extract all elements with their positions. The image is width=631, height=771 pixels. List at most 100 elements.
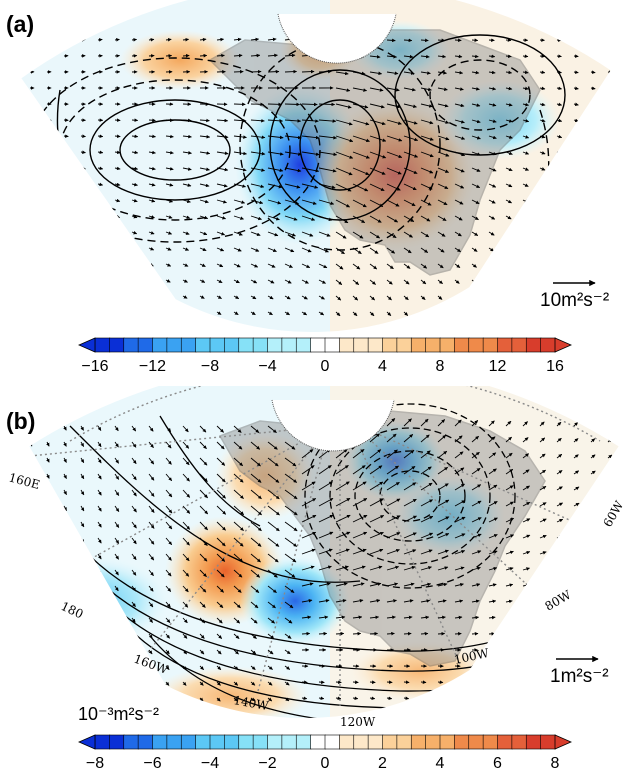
flux-vector <box>573 454 579 459</box>
flux-vector <box>454 215 463 221</box>
flux-vector <box>539 263 544 268</box>
flux-vector <box>403 615 413 620</box>
flux-vector <box>352 119 370 126</box>
flux-vector <box>369 582 382 587</box>
flux-vector <box>199 601 206 608</box>
flux-vector <box>539 215 545 219</box>
flux-vector <box>250 537 262 547</box>
flux-vector <box>216 151 229 156</box>
flux-vector <box>488 452 497 459</box>
flux-vector <box>335 103 352 109</box>
flux-vector <box>522 534 531 539</box>
flux-vector <box>199 569 207 578</box>
lon-label-80w: 80W <box>543 587 574 613</box>
flux-vector <box>250 263 259 268</box>
flux-vector <box>301 135 320 140</box>
flux-vector <box>182 681 187 686</box>
flux-vector <box>46 553 50 559</box>
flux-vector <box>267 53 278 58</box>
colorbar-segment <box>511 337 528 353</box>
flux-vector <box>233 247 242 252</box>
flux-vector <box>607 230 612 235</box>
flux-vector <box>267 505 280 516</box>
flux-vector <box>607 599 613 604</box>
flux-vector <box>114 585 119 592</box>
flux-vector <box>556 215 562 219</box>
flux-vector <box>369 433 380 443</box>
flux-vector <box>131 230 138 235</box>
flux-vector <box>267 457 279 467</box>
flux-vector <box>403 696 410 700</box>
flux-vector <box>352 465 366 475</box>
flux-vector <box>437 38 446 43</box>
flux-vector <box>607 486 613 491</box>
flux-vector <box>403 631 412 636</box>
flux-vector <box>335 481 350 491</box>
flux-vector <box>250 183 265 189</box>
flux-vector <box>522 501 531 507</box>
flux-vector <box>454 135 466 140</box>
colorbar-segment <box>152 734 168 750</box>
flux-vector <box>471 451 480 459</box>
flux-vector <box>318 548 333 555</box>
flux-vector <box>301 231 314 237</box>
flux-vector <box>148 311 153 315</box>
flux-vector <box>403 38 413 43</box>
flux-vector <box>97 230 103 235</box>
flux-vector <box>403 263 411 269</box>
flux-vector <box>471 583 481 587</box>
colorbar-segment <box>310 337 326 353</box>
flux-vector <box>573 150 579 155</box>
flux-vector <box>437 533 450 539</box>
flux-vector <box>352 71 366 76</box>
flux-vector <box>284 441 296 450</box>
flux-vector <box>250 135 266 140</box>
flux-vector <box>471 420 479 427</box>
flux-vector <box>454 566 465 571</box>
flux-vector <box>97 537 102 544</box>
flux-vector <box>505 263 511 268</box>
flux-vector <box>437 516 450 523</box>
flux-vector <box>335 183 352 192</box>
flux-vector <box>420 87 432 92</box>
flux-vector <box>369 247 379 254</box>
flux-vector <box>386 599 397 603</box>
flux-vector <box>369 498 384 507</box>
colorbar: −8 −6 −4 −2 0 2 4 6 8 <box>78 734 572 771</box>
flux-vector <box>590 70 596 74</box>
flux-vector <box>182 521 191 530</box>
colorbar-segment <box>497 734 513 750</box>
colorbar-segment <box>382 734 398 750</box>
flux-vector <box>386 247 396 254</box>
flux-vector <box>369 71 383 76</box>
flux-vector <box>505 183 513 188</box>
land-mask <box>208 29 541 276</box>
flux-vector <box>437 263 444 269</box>
flux-vector <box>505 696 511 700</box>
flux-vector <box>420 418 429 427</box>
flux-vector <box>63 182 69 187</box>
flux-vector <box>250 457 261 467</box>
flux-vector <box>148 633 153 639</box>
flux-vector <box>45 665 50 671</box>
flux-vector <box>590 470 596 475</box>
flux-vector <box>539 102 546 107</box>
flux-vector <box>420 631 429 636</box>
flux-vector <box>216 441 225 450</box>
flux-vector <box>420 103 433 108</box>
flux-vector <box>97 649 101 655</box>
flux-vector <box>403 582 415 587</box>
flux-vector <box>437 215 447 222</box>
flux-vector <box>403 279 410 285</box>
flux-vector <box>369 515 385 523</box>
flux-vector <box>267 681 273 686</box>
flux-vector <box>80 553 85 560</box>
flux-vector <box>522 615 529 620</box>
flux-vector <box>488 550 498 555</box>
flux-vector <box>284 69 297 74</box>
colorbar-segment <box>209 734 226 750</box>
flux-vector <box>28 649 33 655</box>
flux-vector <box>131 649 136 655</box>
flux-vector <box>386 119 402 125</box>
flux-vector <box>369 199 384 208</box>
